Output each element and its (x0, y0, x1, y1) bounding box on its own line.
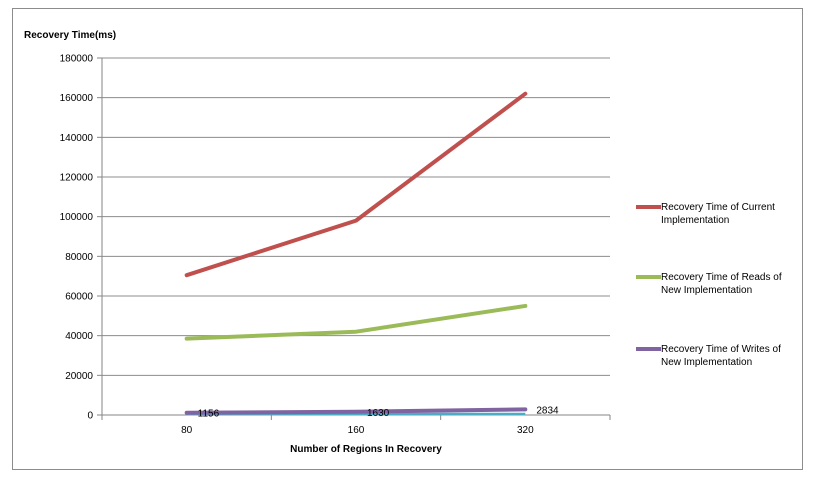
y-tick-label: 20000 (65, 371, 93, 382)
y-tick-label: 40000 (65, 331, 93, 342)
x-tick-labels: 80 160 320 (181, 425, 534, 436)
series-lines (184, 91, 528, 416)
data-labels: 1156 1630 2834 (198, 405, 559, 419)
y-tick-label: 100000 (60, 212, 94, 223)
gridlines (97, 57, 611, 420)
series-line-1 (184, 91, 528, 278)
data-label: 1630 (367, 408, 390, 419)
x-axis-title: Number of Regions In Recovery (290, 444, 442, 455)
x-tick-label: 160 (348, 425, 365, 436)
y-tick-label: 140000 (60, 133, 94, 144)
legend-label: Recovery Time of Current (661, 202, 775, 213)
y-axis-title: Recovery Time(ms) (24, 30, 116, 41)
data-label: 1156 (198, 409, 220, 420)
series-line-2 (184, 303, 528, 341)
series-line-3 (184, 407, 528, 415)
data-label: 2834 (536, 405, 559, 416)
y-tick-label: 120000 (60, 173, 94, 184)
x-tick-label: 320 (517, 425, 534, 436)
legend-label: Recovery Time of Reads of (661, 272, 782, 283)
legend-label: New Implementation (661, 285, 752, 296)
chart-frame (12, 8, 803, 470)
legend-label: Implementation (661, 215, 729, 226)
x-tick-label: 80 (181, 425, 193, 436)
y-tick-labels: 0 20000 40000 60000 80000 100000 120000 140000 1… (60, 54, 94, 422)
y-tick-label: 180000 (60, 54, 94, 65)
legend: Recovery Time of Current Implementation Re… (636, 202, 782, 368)
y-tick-label: 160000 (60, 93, 94, 104)
legend-label: Recovery Time of Writes of (661, 344, 781, 355)
y-tick-label: 0 (87, 411, 93, 422)
y-tick-label: 60000 (65, 292, 93, 303)
y-tick-label: 80000 (65, 252, 93, 263)
legend-label: New Implementation (661, 357, 752, 368)
